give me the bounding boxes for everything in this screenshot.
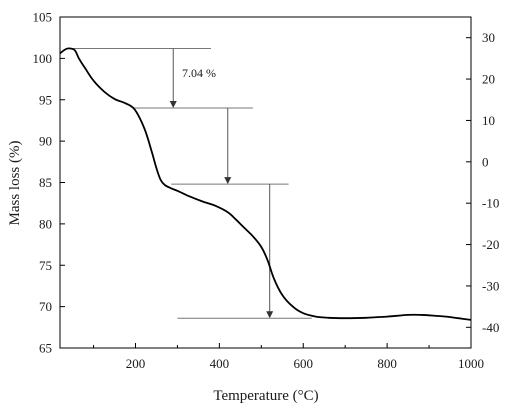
step-arrowhead: [224, 177, 232, 185]
y2-tick-label: -10: [482, 196, 499, 211]
step-arrowhead: [169, 101, 177, 109]
y-tick-label: 105: [33, 10, 53, 25]
y2-tick-label: -40: [482, 320, 499, 335]
x-axis-title: Temperature (°C): [213, 388, 318, 404]
series-line: [59, 47, 472, 321]
x-tick-label: 400: [210, 356, 230, 371]
y-tick-label: 70: [39, 299, 52, 314]
x-tick-label: 1000: [458, 356, 484, 371]
annotation-layer: [68, 47, 312, 319]
y2-tick-label: -20: [482, 237, 499, 252]
y-axis-right: -40 -30 -20 -10 0 10 20 30: [466, 30, 499, 335]
y2-tick-label: 0: [482, 154, 489, 169]
y2-tick-label: 30: [482, 30, 495, 45]
y-tick-label: 75: [39, 258, 52, 273]
y2-tick-label: -30: [482, 278, 499, 293]
y-tick-label: 95: [39, 92, 52, 107]
y-tick-label: 85: [39, 175, 52, 190]
y-tick-label: 90: [39, 134, 52, 149]
step-arrowhead: [266, 311, 274, 319]
y2-tick-label: 20: [482, 72, 495, 87]
annotation-label: 7.04 %: [182, 66, 216, 80]
y2-tick-label: 10: [482, 113, 495, 128]
x-tick-label: 200: [126, 356, 146, 371]
plot-frame: [59, 16, 472, 349]
y-tick-label: 80: [39, 216, 52, 231]
y-axis-left: 65 70 75 80 85 90 95 100 105: [33, 10, 65, 356]
x-tick-label: 600: [293, 356, 313, 371]
x-axis: 200 400 600 800 1000: [93, 343, 484, 371]
y-tick-label: 65: [39, 341, 52, 356]
y-tick-label: 100: [33, 51, 53, 66]
y-axis-title: Mass loss (%): [7, 140, 23, 225]
x-tick-label: 800: [377, 356, 397, 371]
